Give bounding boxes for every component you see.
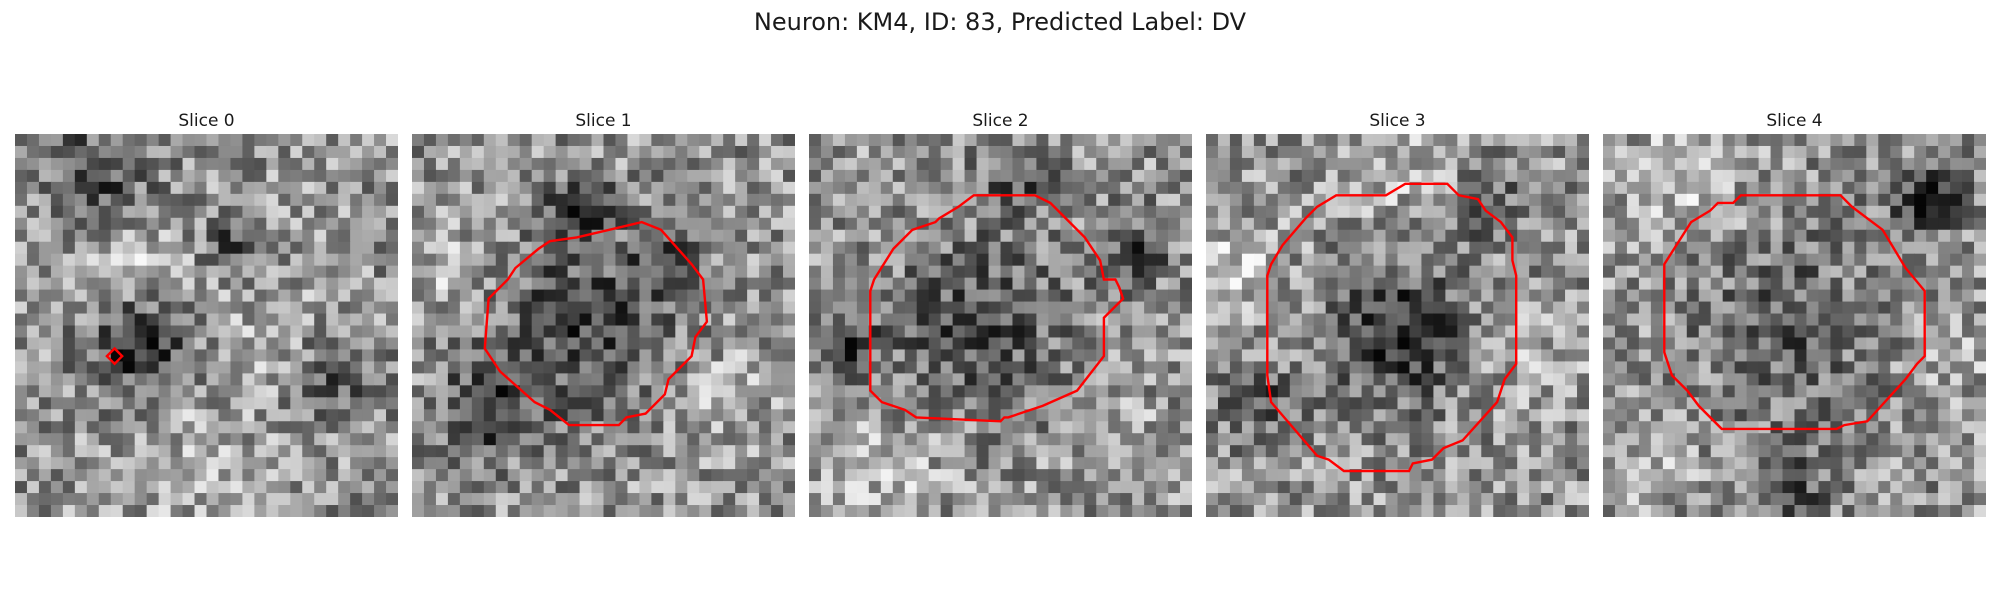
pixel-grid [15, 134, 398, 517]
pixel-grid [1603, 134, 1986, 517]
pixel-grid [412, 134, 795, 517]
slice-title-4: Slice 4 [1766, 111, 1823, 131]
slice-title-0: Slice 0 [178, 111, 235, 131]
slice-panel-0: Slice 0 [15, 108, 398, 517]
slice-title-2: Slice 2 [972, 111, 1029, 131]
slice-image-4 [1603, 134, 1986, 517]
roi-contour [1266, 182, 1518, 473]
roi-contour [105, 346, 124, 366]
slice-panel-4: Slice 4 [1603, 108, 1986, 517]
slice-image-2 [809, 134, 1192, 517]
slice-panel-3: Slice 3 [1206, 108, 1589, 517]
slice-panel-1: Slice 1 [412, 108, 795, 517]
slice-title-3: Slice 3 [1369, 111, 1426, 131]
slice-image-0 [15, 134, 398, 517]
slice-panel-2: Slice 2 [809, 108, 1192, 517]
figure-title: Neuron: KM4, ID: 83, Predicted Label: DV [753, 8, 1247, 36]
slice-image-1 [412, 134, 795, 517]
roi-contour [869, 194, 1125, 423]
pixel-grid [1206, 134, 1589, 517]
roi-contour [483, 220, 709, 427]
roi-contour [1663, 194, 1926, 431]
slice-image-3 [1206, 134, 1589, 517]
pixel-grid [809, 134, 1192, 517]
slice-title-1: Slice 1 [575, 111, 632, 131]
